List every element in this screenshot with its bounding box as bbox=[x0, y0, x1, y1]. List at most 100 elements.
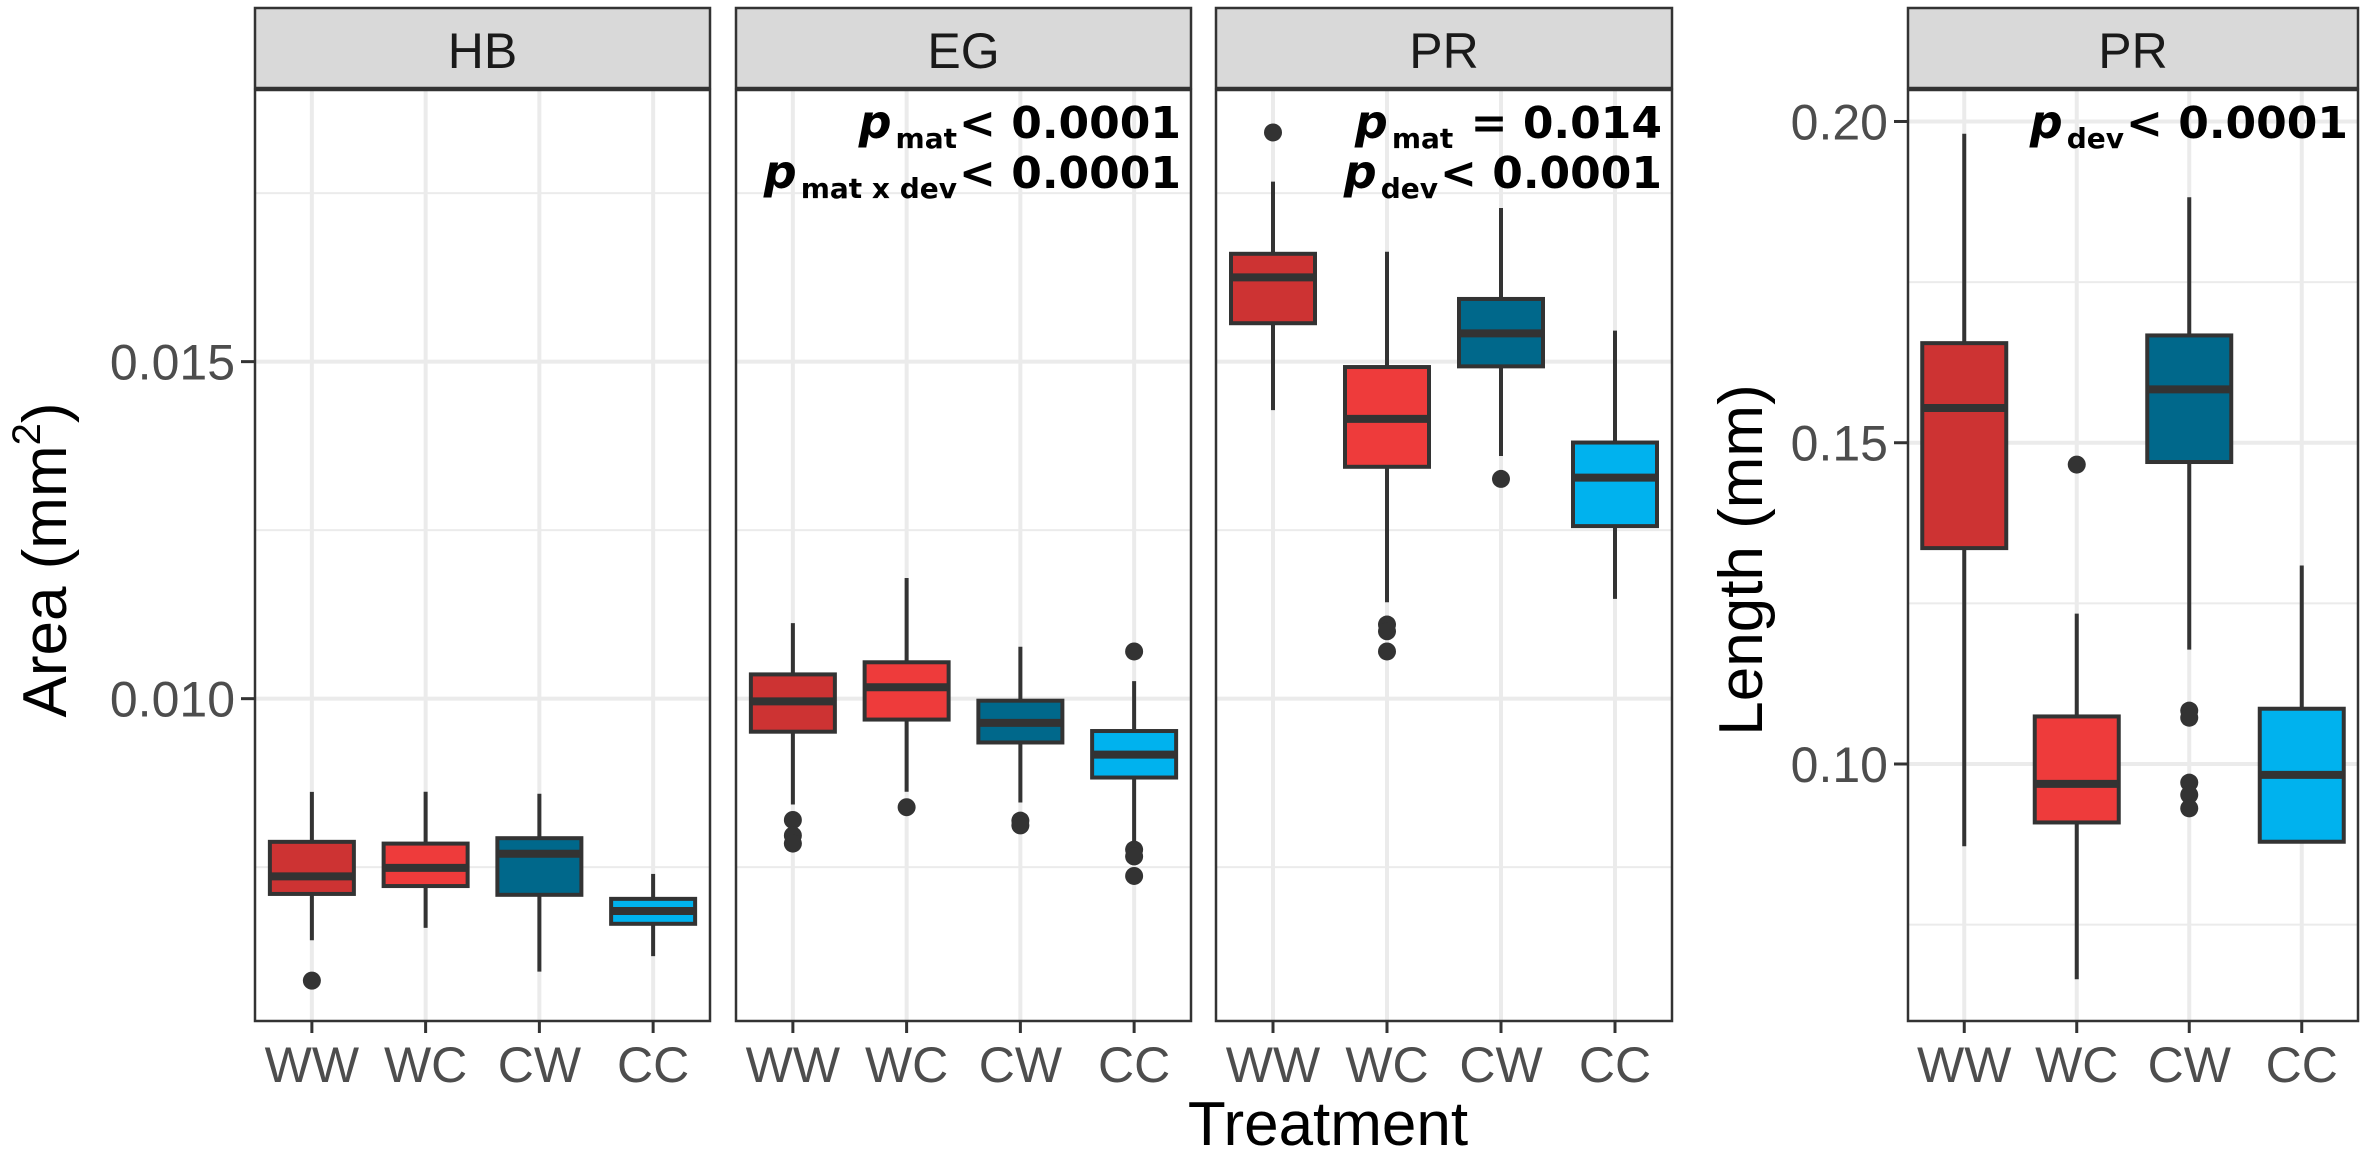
box-iqr bbox=[1571, 440, 1659, 529]
x-tick-label: CW bbox=[1459, 1037, 1543, 1093]
box-wc bbox=[2032, 455, 2121, 980]
outlier-point bbox=[1264, 123, 1282, 142]
y-tick-label: 0.010 bbox=[110, 672, 235, 728]
x-tick-label: CC bbox=[2266, 1037, 2338, 1093]
outlier-point bbox=[2180, 785, 2199, 804]
outlier-point bbox=[2180, 799, 2199, 818]
y-title-close: ) bbox=[11, 402, 80, 423]
box-iqr bbox=[2145, 333, 2234, 465]
panel-border bbox=[1906, 88, 2360, 1023]
y-tick-label: 0.015 bbox=[110, 335, 235, 391]
outlier-point bbox=[1492, 469, 1510, 488]
p-value-annotation: p mat = 0.014 bbox=[1354, 95, 1662, 155]
x-tick-label: CW bbox=[2148, 1037, 2232, 1093]
x-tick-label: WC bbox=[1345, 1037, 1428, 1093]
panel-hb-0: HB WW WC CW CC 0.010 0.015 bbox=[110, 6, 712, 1093]
p-value-annotation: p dev< 0.0001 bbox=[1343, 145, 1662, 205]
y-axis-title-length: Length (mm) bbox=[1707, 384, 1776, 735]
y-tick-label: 0.20 bbox=[1791, 94, 1888, 150]
y-tick-label: 0.15 bbox=[1791, 416, 1888, 472]
box-wc bbox=[381, 791, 470, 928]
x-tick-label: CC bbox=[1579, 1037, 1651, 1093]
p-value-annotation: p dev< 0.0001 bbox=[2029, 95, 2348, 155]
y-axis-title-area: Area (mm2) bbox=[5, 402, 80, 717]
panel-border bbox=[1214, 88, 1674, 1023]
strip-title: HB bbox=[448, 23, 517, 79]
box-ww bbox=[1229, 123, 1317, 411]
outlier-point bbox=[1125, 642, 1144, 661]
box-iqr bbox=[1920, 341, 2009, 551]
box-cw bbox=[1457, 207, 1545, 488]
outlier-point bbox=[2180, 708, 2199, 727]
strip-title: EG bbox=[927, 23, 999, 79]
x-tick-label: WC bbox=[384, 1037, 467, 1093]
y-title-label: Area ( bbox=[11, 548, 80, 717]
strip-header bbox=[1214, 6, 1674, 90]
panel-border bbox=[734, 88, 1193, 1023]
p-subscript: dev bbox=[2067, 122, 2124, 155]
outlier-point bbox=[1378, 642, 1396, 661]
outlier-point bbox=[1378, 622, 1396, 641]
outlier-point bbox=[302, 971, 321, 990]
strip-header bbox=[1906, 6, 2360, 90]
x-tick-label: WC bbox=[2035, 1037, 2118, 1093]
p-symbol: p bbox=[858, 95, 892, 149]
x-tick-label: WC bbox=[865, 1037, 948, 1093]
p-subscript: mat bbox=[896, 122, 957, 155]
outlier-point bbox=[1011, 816, 1030, 835]
p-value: < 0.0001 bbox=[1440, 148, 1662, 199]
p-value-annotation: p mat< 0.0001 bbox=[858, 95, 1181, 155]
outlier-point bbox=[2067, 455, 2086, 474]
y-tick-label: 0.10 bbox=[1791, 737, 1888, 793]
p-symbol: p bbox=[2029, 95, 2063, 149]
x-axis-title: Treatment bbox=[1188, 1090, 1468, 1152]
strip-header bbox=[734, 6, 1193, 90]
box-iqr bbox=[1229, 251, 1317, 326]
strip-header bbox=[253, 6, 712, 90]
panel-border bbox=[253, 88, 712, 1023]
box-iqr bbox=[495, 836, 584, 897]
outlier-point bbox=[783, 810, 802, 829]
x-tick-label: CC bbox=[617, 1037, 689, 1093]
panel-background bbox=[1216, 90, 1672, 1021]
panel-background bbox=[1908, 90, 2358, 1021]
x-tick-label: WW bbox=[265, 1037, 360, 1093]
box-ww bbox=[1920, 133, 2009, 847]
p-value: = 0.014 bbox=[1455, 98, 1662, 149]
outlier-point bbox=[783, 834, 802, 853]
x-tick-label: CC bbox=[1098, 1037, 1170, 1093]
box-cw bbox=[495, 793, 584, 972]
y-title-superscript: 2 bbox=[5, 423, 49, 445]
x-tick-label: WW bbox=[1917, 1037, 2012, 1093]
box-cc bbox=[1571, 330, 1659, 599]
box-cw bbox=[2145, 197, 2234, 818]
p-value: < 0.0001 bbox=[959, 98, 1181, 149]
x-tick-label: CW bbox=[979, 1037, 1063, 1093]
p-value: < 0.0001 bbox=[2126, 98, 2348, 149]
p-value: < 0.0001 bbox=[959, 148, 1181, 199]
p-subscript: mat x dev bbox=[801, 172, 957, 205]
strip-title: PR bbox=[2098, 23, 2167, 79]
p-symbol: p bbox=[763, 145, 797, 199]
box-cw bbox=[976, 646, 1065, 835]
x-tick-label: CW bbox=[498, 1037, 582, 1093]
y-title-unit: mm bbox=[11, 445, 80, 548]
p-symbol: p bbox=[1343, 145, 1377, 199]
box-ww bbox=[748, 623, 837, 853]
x-tick-label: WW bbox=[746, 1037, 841, 1093]
outlier-point bbox=[897, 798, 916, 817]
box-cc bbox=[609, 873, 698, 957]
p-subscript: mat bbox=[1392, 122, 1453, 155]
outlier-point bbox=[1125, 866, 1144, 885]
outlier-point bbox=[1125, 847, 1144, 866]
box-cc bbox=[2257, 565, 2346, 844]
p-symbol: p bbox=[1354, 95, 1388, 149]
box-ww bbox=[267, 791, 356, 990]
p-value-annotation: p mat x dev< 0.0001 bbox=[763, 145, 1181, 205]
p-subscript: dev bbox=[1381, 172, 1438, 205]
x-tick-label: WW bbox=[1226, 1037, 1321, 1093]
box-cc bbox=[1090, 642, 1179, 885]
